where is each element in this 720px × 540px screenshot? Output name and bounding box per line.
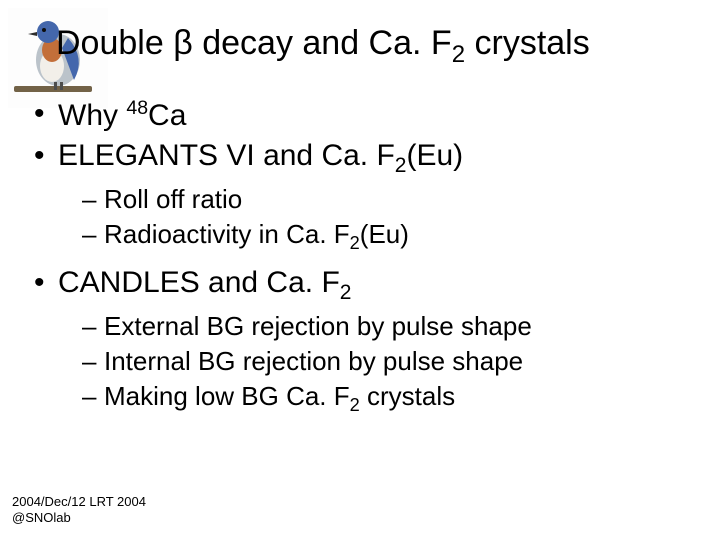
bullet-text: Making low BG Ca. F2 crystals (104, 381, 455, 416)
bullet-level-2: – External BG rejection by pulse shape (82, 311, 692, 342)
bullet-text: Radioactivity in Ca. F2(Eu) (104, 219, 409, 254)
slide-footer: 2004/Dec/12 LRT 2004 @SNOlab (12, 494, 146, 527)
footer-line-2: @SNOlab (12, 510, 146, 526)
bullet-marker: – (82, 346, 104, 377)
bullet-text: External BG rejection by pulse shape (104, 311, 532, 342)
title-beta: β (173, 24, 193, 62)
bullet-marker: • (34, 139, 58, 173)
title-part-c: crystals (465, 24, 590, 62)
bullet-marker: – (82, 219, 104, 250)
bullet-text: Internal BG rejection by pulse shape (104, 346, 523, 377)
title-sub: 2 (452, 41, 465, 68)
bullet-level-1: • CANDLES and Ca. F2 (34, 266, 692, 305)
title-part-b: decay and Ca. F (193, 24, 452, 62)
bullet-marker: – (82, 184, 104, 215)
bullet-level-1: • Why 48Ca (34, 97, 692, 133)
bullet-text: Roll off ratio (104, 184, 242, 215)
bullet-text: CANDLES and Ca. F2 (58, 266, 351, 305)
bullet-level-2: – Radioactivity in Ca. F2(Eu) (82, 219, 692, 254)
bullet-level-2: – Internal BG rejection by pulse shape (82, 346, 692, 377)
bullet-marker: • (34, 97, 58, 131)
bullet-level-1: • ELEGANTS VI and Ca. F2(Eu) (34, 139, 692, 178)
footer-line-1: 2004/Dec/12 LRT 2004 (12, 494, 146, 510)
bullet-text: ELEGANTS VI and Ca. F2(Eu) (58, 139, 463, 178)
bullet-level-2: – Roll off ratio (82, 184, 692, 215)
bullet-level-2: – Making low BG Ca. F2 crystals (82, 381, 692, 416)
title-part-a: Double (56, 24, 173, 62)
bullet-list: • Why 48Ca• ELEGANTS VI and Ca. F2(Eu)– … (28, 97, 692, 416)
bullet-marker: – (82, 311, 104, 342)
slide-title: Double β decay and Ca. F2 crystals (56, 24, 692, 69)
bullet-marker: • (34, 266, 58, 300)
bullet-text: Why 48Ca (58, 97, 186, 133)
slide-content: Double β decay and Ca. F2 crystals • Why… (0, 0, 720, 416)
bullet-marker: – (82, 381, 104, 412)
